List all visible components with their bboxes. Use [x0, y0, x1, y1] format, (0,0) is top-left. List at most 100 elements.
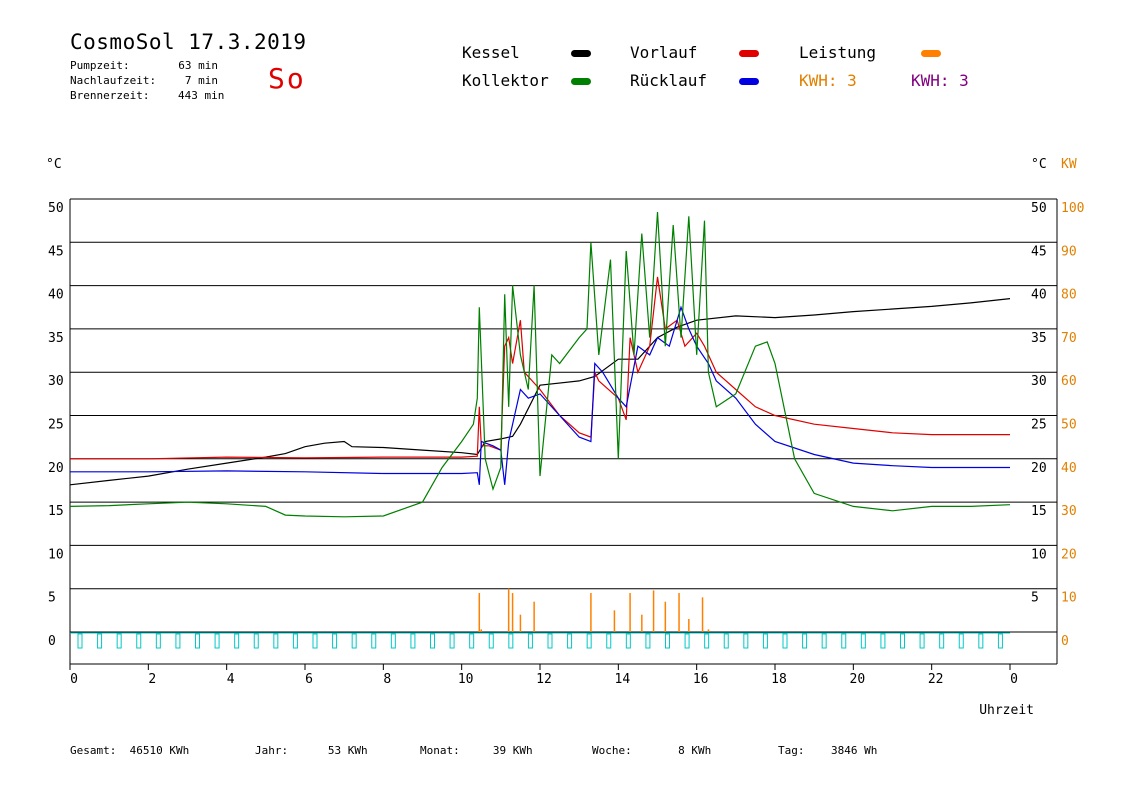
pump-marker	[645, 633, 651, 649]
series-line-rücklauf	[70, 305, 1010, 485]
legend-vorlauf-label: Vorlauf	[630, 43, 698, 62]
legend-kessel-label: Kessel	[462, 43, 520, 62]
pump-marker	[175, 633, 181, 649]
pump-marker	[958, 633, 964, 649]
y-tick-label-kw: 30	[1061, 504, 1077, 519]
pump-marker	[430, 633, 435, 649]
pump-marker	[704, 633, 710, 649]
info-brennerzeit: Brennerzeit: 443 min	[70, 89, 225, 102]
kwh-purple: KWH: 3	[911, 71, 969, 90]
series-line-kollektor	[69, 211, 1011, 518]
pump-marker	[214, 633, 220, 649]
y-tick-label-right: 25	[1031, 418, 1047, 433]
x-tick-label: 20	[850, 672, 866, 687]
y-tick-label-left: 30	[48, 374, 64, 389]
footer-jahr: Jahr: 53 KWh	[255, 744, 368, 757]
chart-title: CosmoSol 17.3.2019	[70, 30, 307, 54]
y-tick-label-left: 15	[48, 504, 64, 519]
y-axis-title-kw: KW	[1061, 157, 1077, 172]
pump-marker	[488, 633, 494, 649]
pump-marker	[332, 633, 338, 649]
pump-marker	[410, 633, 416, 649]
pump-marker	[351, 633, 357, 649]
pump-marker	[371, 633, 377, 649]
kwh-orange: KWH: 3	[799, 71, 857, 90]
pump-marker	[723, 633, 729, 649]
pump-marker	[860, 633, 866, 649]
y-tick-label-left: 50	[48, 201, 64, 216]
legend-kollektor-label: Kollektor	[462, 71, 549, 90]
pump-marker	[997, 633, 1003, 649]
pump-marker	[900, 633, 905, 649]
x-tick-label: 4	[227, 672, 235, 687]
pump-marker	[155, 633, 161, 649]
y-tick-label-kw: 0	[1061, 634, 1069, 649]
y-tick-label-right: 50	[1031, 201, 1047, 216]
pump-marker	[625, 633, 631, 649]
pump-marker	[939, 633, 945, 649]
pump-marker	[273, 633, 279, 649]
y-axis-title-left: °C	[46, 157, 62, 172]
legend-vorlauf-swatch	[739, 50, 759, 57]
y-tick-label-kw: 100	[1061, 201, 1084, 216]
x-tick-label: 16	[693, 672, 709, 687]
legend-kessel-swatch	[571, 50, 591, 57]
y-tick-label-right: 10	[1031, 547, 1047, 562]
y-tick-label-left: 40	[48, 288, 64, 303]
footer-gesamt: Gesamt: 46510 KWh	[70, 744, 190, 757]
y-tick-label-right: 35	[1031, 331, 1047, 346]
legend-leistung-label: Leistung	[799, 43, 877, 62]
pump-marker	[312, 633, 318, 649]
pump-marker	[449, 633, 455, 649]
pump-marker	[292, 633, 298, 649]
y-tick-label-right: 15	[1031, 504, 1047, 519]
pump-marker	[547, 633, 553, 649]
pump-marker	[253, 633, 259, 649]
pump-marker	[469, 633, 475, 649]
y-tick-label-left: 5	[48, 591, 56, 606]
y-tick-label-kw: 40	[1061, 461, 1077, 476]
y-tick-label-left: 20	[48, 461, 64, 476]
y-tick-label-left: 0	[48, 634, 56, 649]
footer-monat: Monat: 39 KWh	[420, 744, 533, 757]
y-tick-label-right: 5	[1031, 591, 1039, 606]
footer-woche: Woche: 8 KWh	[592, 744, 712, 757]
x-tick-label: 22	[928, 672, 944, 687]
x-tick-label: 8	[383, 672, 391, 687]
y-tick-label-right: 30	[1031, 374, 1047, 389]
pump-marker	[841, 633, 847, 649]
y-tick-label-right: 20	[1031, 461, 1047, 476]
x-tick-label: 2	[148, 672, 156, 687]
pump-marker	[802, 633, 808, 649]
y-tick-label-right: 40	[1031, 288, 1047, 303]
pump-marker	[665, 633, 670, 649]
y-tick-label-kw: 80	[1061, 288, 1077, 303]
y-tick-label-left: 35	[48, 331, 64, 346]
pump-marker	[508, 633, 514, 649]
y-axis-title-right: °C	[1031, 157, 1047, 172]
pump-marker	[880, 633, 886, 649]
legend-kollektor-swatch	[571, 78, 591, 85]
legend-ruecklauf-swatch	[739, 78, 759, 85]
x-tick-label: 18	[771, 672, 787, 687]
info-pumpzeit: Pumpzeit: 63 min	[70, 59, 218, 72]
y-tick-label-right: 45	[1031, 244, 1047, 259]
pump-marker	[116, 633, 122, 649]
pump-marker	[782, 633, 788, 649]
y-tick-label-kw: 70	[1061, 331, 1077, 346]
pump-marker	[567, 633, 573, 649]
pump-marker	[762, 633, 768, 649]
pump-marker	[606, 633, 612, 649]
y-tick-label-kw: 60	[1061, 374, 1077, 389]
legend-leistung-swatch	[921, 50, 941, 57]
x-tick-label: 10	[458, 672, 474, 687]
x-tick-label: 0	[1010, 672, 1018, 687]
y-tick-label-kw: 10	[1061, 591, 1077, 606]
pump-marker	[978, 633, 984, 649]
pump-marker	[586, 633, 592, 649]
info-block: Pumpzeit: 63 min Nachlaufzeit: 7 min Brenn…	[70, 58, 225, 103]
weekday-label: So	[268, 62, 306, 95]
info-nachlaufzeit: Nachlaufzeit: 7 min	[70, 74, 218, 87]
pump-marker	[821, 633, 827, 649]
